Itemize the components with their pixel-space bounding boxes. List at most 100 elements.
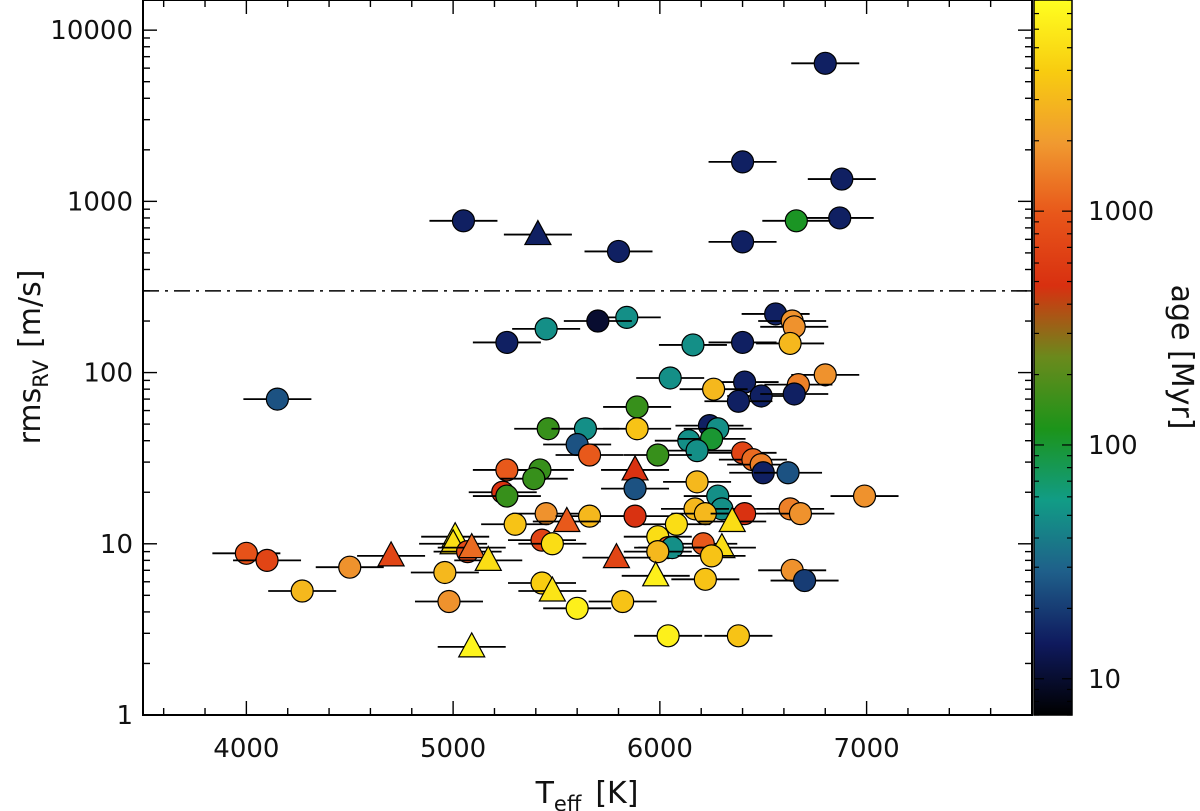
marker-triangle bbox=[621, 454, 650, 481]
data-point bbox=[708, 330, 777, 355]
data-point-triangle bbox=[357, 540, 426, 567]
data-point bbox=[584, 239, 653, 264]
data-point-triangle bbox=[437, 631, 506, 658]
marker-circle bbox=[830, 167, 854, 191]
marker-circle bbox=[495, 458, 519, 482]
y-axis-title-main: rms bbox=[13, 388, 48, 445]
data-point bbox=[243, 387, 312, 411]
colorbar bbox=[1033, 0, 1073, 716]
data-point bbox=[756, 331, 825, 356]
marker-circle bbox=[623, 477, 647, 501]
marker-circle bbox=[625, 395, 649, 419]
marker-circle bbox=[685, 439, 709, 463]
x-tick-label: 7000 bbox=[834, 734, 900, 764]
x-axis-ticks: 4000 5000 6000 7000 bbox=[162, 0, 992, 764]
data-point bbox=[770, 568, 839, 593]
marker-triangle bbox=[552, 506, 581, 533]
x-axis-title-sub: eff bbox=[554, 792, 582, 811]
marker-triangle bbox=[523, 219, 552, 246]
marker-triangle bbox=[457, 631, 486, 658]
marker-circle bbox=[730, 150, 755, 174]
data-point bbox=[830, 484, 899, 508]
marker-circle bbox=[749, 384, 773, 408]
data-point bbox=[760, 382, 829, 406]
marker-circle bbox=[522, 467, 546, 491]
x-axis-title-main: T bbox=[535, 776, 555, 811]
marker-circle bbox=[702, 377, 726, 401]
marker-circle bbox=[726, 389, 751, 413]
data-point bbox=[429, 209, 498, 233]
marker-circle bbox=[265, 387, 289, 411]
data-point bbox=[663, 439, 732, 463]
data-point bbox=[481, 512, 550, 536]
marker-circle bbox=[611, 589, 635, 614]
data-point-triangle bbox=[582, 542, 651, 569]
marker-circle bbox=[615, 305, 639, 330]
plot-frame bbox=[142, 0, 1033, 716]
y-tick-label: 100 bbox=[83, 359, 133, 389]
marker-circle bbox=[778, 331, 802, 356]
marker-circle bbox=[623, 504, 647, 528]
colorbar-ticks: 10 100 1000 bbox=[1034, 0, 1154, 716]
data-point bbox=[603, 417, 672, 441]
data-point bbox=[603, 395, 672, 419]
marker-circle bbox=[664, 512, 689, 536]
data-point-triangle bbox=[503, 219, 572, 246]
data-point-triangle bbox=[518, 575, 587, 602]
marker-triangle bbox=[457, 532, 486, 559]
marker-circle bbox=[534, 317, 558, 341]
marker-circle bbox=[784, 209, 808, 233]
marker-triangle bbox=[377, 540, 406, 567]
x-axis-title: Teff [K] bbox=[535, 776, 639, 811]
colorbar-tick-label: 100 bbox=[1088, 431, 1138, 461]
y-tick-label: 1000 bbox=[67, 187, 133, 217]
y-tick-label: 10 bbox=[100, 530, 133, 560]
marker-circle bbox=[234, 541, 258, 565]
marker-circle bbox=[255, 548, 279, 572]
marker-circle bbox=[503, 512, 527, 536]
marker-triangle bbox=[641, 560, 670, 587]
data-point bbox=[708, 230, 777, 254]
marker-circle bbox=[828, 206, 852, 230]
marker-circle bbox=[290, 579, 314, 603]
marker-circle bbox=[606, 239, 631, 264]
marker-triangle bbox=[602, 542, 631, 569]
data-point-triangle bbox=[698, 506, 767, 533]
marker-circle bbox=[540, 532, 564, 556]
marker-circle bbox=[730, 330, 755, 355]
data-point bbox=[233, 548, 302, 572]
data-point bbox=[410, 560, 479, 585]
data-point-triangle bbox=[532, 506, 601, 533]
marker-circle bbox=[433, 560, 457, 585]
data-point bbox=[658, 333, 727, 357]
data-point bbox=[708, 150, 777, 174]
y-axis-title-sub: RV bbox=[29, 359, 53, 387]
data-point bbox=[623, 540, 692, 564]
y-axis-ticks: 1 10 100 1000 10000 bbox=[50, 16, 1032, 731]
marker-circle bbox=[338, 555, 362, 579]
data-point bbox=[791, 51, 860, 75]
data-point bbox=[671, 567, 740, 591]
marker-circle bbox=[646, 540, 670, 564]
y-tick-label: 1 bbox=[116, 701, 133, 731]
points-layer bbox=[212, 51, 899, 658]
data-point bbox=[758, 558, 827, 582]
data-point bbox=[588, 589, 657, 614]
data-point bbox=[543, 596, 612, 620]
x-axis-title-unit: [K] bbox=[595, 776, 638, 811]
marker-circle bbox=[699, 544, 724, 568]
marker-circle bbox=[577, 504, 602, 528]
data-point bbox=[472, 330, 541, 355]
data-point bbox=[518, 532, 587, 556]
data-point bbox=[512, 317, 581, 341]
marker-circle bbox=[852, 484, 877, 508]
marker-triangle bbox=[474, 545, 503, 571]
data-point bbox=[762, 209, 831, 233]
data-point bbox=[704, 624, 773, 648]
data-point bbox=[315, 555, 384, 579]
x-tick-label: 4000 bbox=[213, 734, 279, 764]
data-point bbox=[677, 544, 746, 568]
data-point bbox=[555, 443, 624, 467]
data-point bbox=[679, 377, 748, 401]
